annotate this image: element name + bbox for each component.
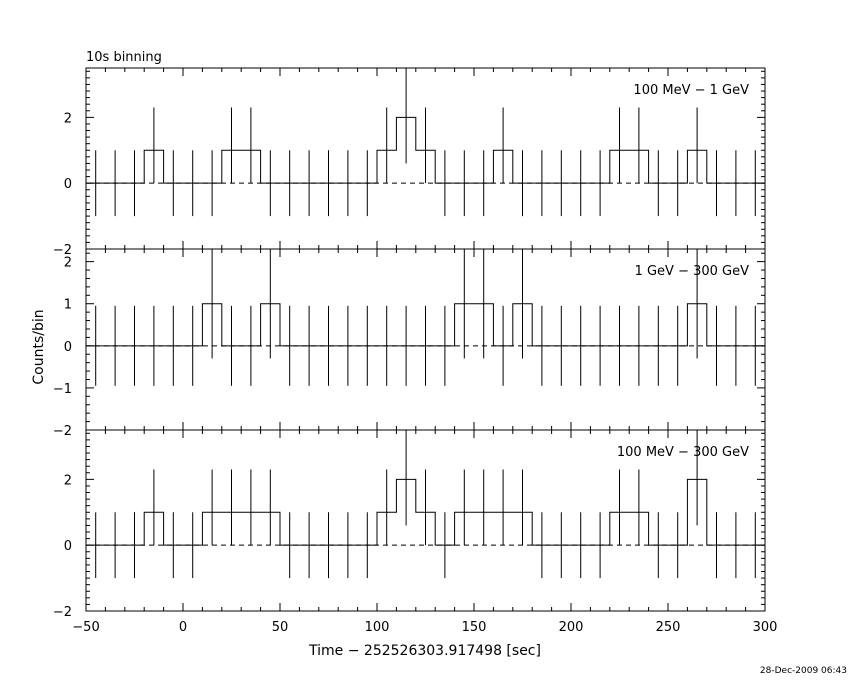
x-tick-label: 250 bbox=[656, 620, 681, 635]
energy-band-label: 100 MeV − 1 GeV bbox=[633, 83, 749, 98]
y-tick-label: −1 bbox=[53, 382, 72, 397]
panel-frame bbox=[85, 429, 766, 612]
x-tick-labels: −50 0 50 100 150 200 250 300 bbox=[72, 620, 777, 635]
x-tick-label: 150 bbox=[462, 620, 487, 635]
y-tick-label: 1 bbox=[64, 298, 72, 313]
x-tick-label: 0 bbox=[179, 620, 187, 635]
energy-band-label: 100 MeV − 300 GeV bbox=[617, 445, 749, 460]
panels-layer: −2 0 2 100 MeV − 1 GeV −2 −1 0 1 2 1 GeV − 300 Ge… bbox=[53, 67, 766, 620]
panel-3: −2 0 2 100 MeV − 300 GeV bbox=[53, 429, 766, 620]
y-axis-title: Counts/bin bbox=[31, 309, 47, 384]
x-tick-label: 200 bbox=[559, 620, 584, 635]
panel-2: −2 −1 0 1 2 1 GeV − 300 GeV bbox=[53, 248, 766, 439]
y-tick-label: 0 bbox=[64, 177, 72, 192]
y-tick-label: −2 bbox=[53, 424, 72, 439]
y-tick-label: −2 bbox=[53, 243, 72, 258]
y-tick-label: 2 bbox=[64, 473, 72, 488]
x-tick-label: 100 bbox=[365, 620, 390, 635]
y-tick-label: 0 bbox=[64, 539, 72, 554]
y-tick-label: 2 bbox=[64, 256, 72, 271]
x-tick-label: 300 bbox=[753, 620, 778, 635]
y-tick-label: 2 bbox=[64, 111, 72, 126]
y-tick-label: 0 bbox=[64, 340, 72, 355]
panel-1: −2 0 2 100 MeV − 1 GeV bbox=[53, 67, 766, 258]
x-tick-label: 50 bbox=[272, 620, 289, 635]
binning-label: 10s binning bbox=[86, 50, 162, 65]
x-axis-title: Time − 252526303.917498 [sec] bbox=[308, 643, 541, 659]
energy-band-label: 1 GeV − 300 GeV bbox=[635, 264, 750, 279]
timestamp: 28-Dec-2009 06:43 bbox=[760, 666, 847, 676]
x-tick-label: −50 bbox=[72, 620, 99, 635]
y-tick-label: −2 bbox=[53, 605, 72, 620]
